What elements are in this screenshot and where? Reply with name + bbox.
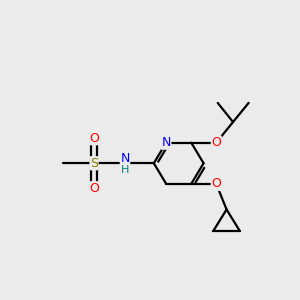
Text: O: O (211, 177, 221, 190)
Text: H: H (121, 165, 129, 175)
Text: N: N (161, 136, 171, 149)
Text: O: O (89, 182, 99, 195)
Text: O: O (89, 132, 99, 145)
Text: S: S (90, 157, 98, 170)
Text: O: O (211, 136, 221, 149)
Text: N: N (120, 152, 130, 165)
